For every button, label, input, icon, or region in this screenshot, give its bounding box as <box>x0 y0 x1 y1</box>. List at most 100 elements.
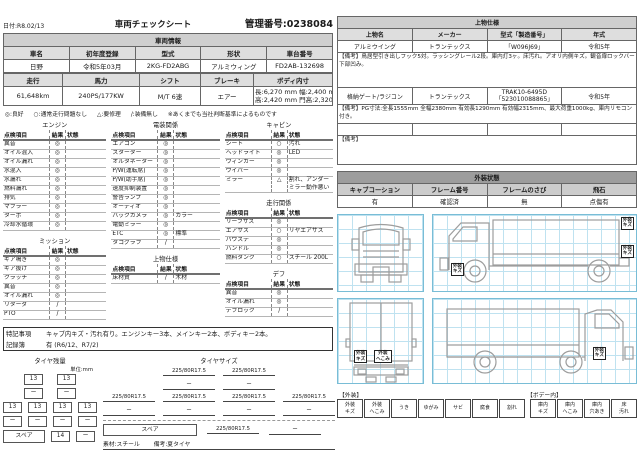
inspection-row: リターダ / <box>3 301 107 312</box>
tire-size-row: 225/80R17.5 225/80R17.5 <box>103 368 335 377</box>
doc-date: 日付:R8.02/13 <box>3 23 45 30</box>
inspection-result: ◎ <box>49 185 66 196</box>
damage-legend-chip: 割れ <box>499 399 525 419</box>
inspection-item-label: オイル混入 <box>3 149 50 160</box>
exterior-legend-label: 【外装】 <box>339 393 363 400</box>
tire-tread-value: ー <box>53 416 72 428</box>
inspection-item-label: エアサス <box>224 227 272 238</box>
inspection-item-label: スターター <box>111 149 158 160</box>
damage-legend-chip: 外装 キズ <box>337 399 363 419</box>
tire-size-row: 225/80R17.5 225/80R17.5 225/80R17.5 225/80R… <box>103 394 335 403</box>
col-header: 型式「製造番号」 <box>486 28 563 41</box>
inspection-item-label: ETC <box>111 230 158 241</box>
tire-size-value: 225/80R17.5 <box>163 368 215 377</box>
inspection-col-header: 結果 <box>270 279 288 291</box>
inspection-state: カラー <box>173 212 220 223</box>
col-header: 形状 <box>200 46 268 60</box>
inspection-state <box>287 298 334 309</box>
inspection-row: クラッチ ◎ <box>3 274 107 285</box>
inspection-row: オーディオ ◎ <box>111 203 220 214</box>
inspection-state <box>65 221 107 232</box>
inspection-col-header: 結果 <box>157 264 175 276</box>
body-spec-remark-row: 【備考】鳥居型引き出しフック5対。ラッシングレール2段。庫内灯3ヶ。床汚れ。アオ… <box>337 52 637 88</box>
body-spec-remark: 【備考】 <box>337 135 637 166</box>
legend-item: ○:通常走行問題なし <box>33 112 87 119</box>
inspection-result: ◎ <box>270 167 288 178</box>
body-spec-cell: トランテックス <box>411 86 488 106</box>
body-spec-cell: TRAK10-6495D「523010088865」 <box>486 86 563 106</box>
damage-annotation: 外装 キズ <box>450 263 465 276</box>
inspection-section-diff: デフ 点検項目 結果 状態 異音 ◎ オイル漏れ ◎ デフロック / <box>224 269 334 318</box>
inspection-col-header: 点検項目 <box>111 130 158 142</box>
inspection-row: バックカメラ ◎ カラー <box>111 212 220 223</box>
damage-annotation: 外装 キズ <box>354 350 368 364</box>
col-header: キャブコーション <box>337 183 413 197</box>
damage-diagrams: 外装 キズ 外装 キズ 外装 キズ 外装 キズ <box>337 214 637 385</box>
tire-tread-row: 13 13 13 13 <box>3 402 97 414</box>
inspection-result: ○ <box>270 227 288 238</box>
damage-annotation: 外装 へこみ <box>374 350 392 364</box>
body-spec-cell: 格納ゲート/ラジコン <box>337 86 413 106</box>
inspection-item-label: オイル漏れ <box>224 298 272 309</box>
inspection-item-label: オイル漏れ <box>3 158 50 169</box>
inspection-row: デフロック / <box>224 307 334 318</box>
inspection-item-label: シート <box>224 140 272 151</box>
inspection-section-title: 電装関係 <box>152 122 179 130</box>
inspection-result: ◎ <box>49 149 66 160</box>
body-spec-cell: トランテックス <box>411 40 488 53</box>
inspection-result: ◎ <box>157 230 175 241</box>
damage-legend-labels: 【外装】 【ボデー内】 <box>337 390 637 400</box>
tire-remark: 備考:夏タイヤ <box>153 442 191 449</box>
col-header: メーカー <box>411 28 488 41</box>
inspection-table: 点検項目 結果 状態 異音 ◎ オイル漏れ ◎ デフロック / <box>224 279 334 318</box>
inspection-item-label: 水混入 <box>3 167 50 178</box>
body-spec-remark-row: 【備考】 <box>337 135 637 166</box>
legend-item: △:要修理 <box>97 112 121 119</box>
inspection-row: 水漏れ ◎ <box>3 176 107 187</box>
inspection-result: ◎ <box>49 265 66 276</box>
stone-chip-value: 点傷有 <box>561 195 637 209</box>
inspection-item-label: ワイパー <box>224 167 272 178</box>
inspection-item-label: 水漏れ <box>3 176 50 187</box>
inspection-state: スチール 200L <box>287 254 334 265</box>
inspection-section-body-mini: 上物仕様 点検項目 結果 状態 床材質 / 木材 <box>111 254 220 285</box>
inspection-state <box>65 167 107 178</box>
inspection-row: マフラー ◎ <box>3 203 107 214</box>
inspection-result: ○ <box>270 254 288 265</box>
inspection-row: 異音 ◎ <box>224 289 334 300</box>
inspection-result: ◎ <box>157 149 175 160</box>
inspection-row: タコグラフ / <box>111 239 220 250</box>
inspection-row: PTO / <box>3 310 107 321</box>
tire-tread-value: ー <box>24 388 43 400</box>
col-header: フレームのさび <box>486 183 563 197</box>
body-spec-row: アルミウイング トランテックス 「W096J69」 令和5年 <box>337 40 637 53</box>
inspection-col-header: 点検項目 <box>224 130 272 142</box>
tire-size-title: タイヤサイズ <box>200 358 238 366</box>
inspection-col-header: 状態 <box>173 130 220 142</box>
body-spec-cell <box>486 123 563 137</box>
inspection-section-title: キャビン <box>266 122 292 130</box>
tire-tread-unit: 単位:mm <box>70 367 93 374</box>
inspection-item-label: マフラー <box>3 203 50 214</box>
truck-right-side-drawing <box>439 219 630 283</box>
inspection-item-label: P/W(助手席) <box>111 176 158 187</box>
truck-front-view <box>337 214 424 293</box>
inspection-row: P/W(助手席) ◎ <box>111 176 220 187</box>
truck-left-side-drawing <box>446 308 634 374</box>
inspection-col-header: 結果 <box>49 246 66 258</box>
inspection-item-label: 異音 <box>224 289 272 300</box>
special-notes-text: キャブ内キズ・汚れ有り。エンジンキー3本、メインキー2本、ボディキー2本。 <box>46 331 272 339</box>
tire-tread-value: 13 <box>78 402 97 414</box>
inspection-result: ◎ <box>49 140 66 151</box>
body-spec-cell: 「W096J69」 <box>486 40 563 53</box>
inspection-state <box>65 274 107 285</box>
tire-size-value: ー <box>269 425 321 436</box>
frame-rust-value: 無 <box>486 195 563 209</box>
inspection-state <box>173 194 220 205</box>
tire-tread-value: ー <box>3 416 22 428</box>
inspection-row: リーフサス ◎ <box>224 218 334 229</box>
inspection-col-header: 状態 <box>287 208 334 220</box>
inspection-state <box>287 236 334 247</box>
inspection-state <box>65 212 107 223</box>
